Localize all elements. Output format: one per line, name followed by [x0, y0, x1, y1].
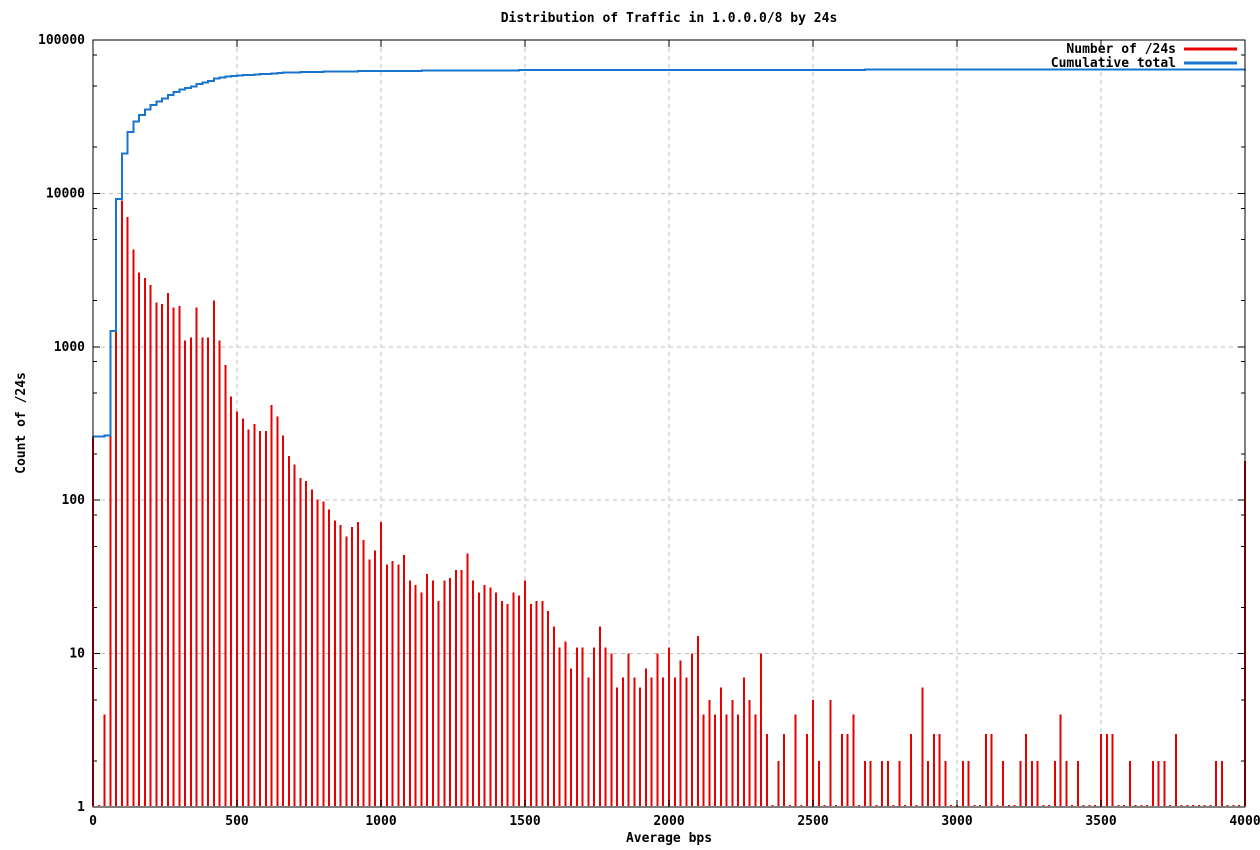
- y-tick-label: 100000: [38, 33, 85, 48]
- y-tick-label: 1: [77, 800, 85, 815]
- x-tick-label: 2000: [653, 814, 684, 829]
- x-tick-label: 3000: [941, 814, 972, 829]
- x-tick-label: 500: [225, 814, 249, 829]
- x-tick-label: 4000: [1229, 814, 1260, 829]
- legend-label: Cumulative total: [1051, 56, 1176, 71]
- y-tick-label: 10: [69, 647, 85, 662]
- x-tick-label: 3500: [1085, 814, 1116, 829]
- x-tick-label: 1000: [365, 814, 396, 829]
- x-tick-label: 2500: [797, 814, 828, 829]
- y-tick-label: 100: [62, 493, 86, 508]
- chart-title: Distribution of Traffic in 1.0.0.0/8 by …: [501, 11, 838, 26]
- axis-ticks: 0 500 1000 1500 2000 2500 3000 3500 4000 1 10 100 10…: [38, 33, 1260, 829]
- x-tick-label: 0: [89, 814, 97, 829]
- x-tick-label: 1500: [509, 814, 540, 829]
- y-tick-label: 1000: [54, 340, 85, 355]
- x-axis-label: Average bps: [626, 831, 712, 846]
- series-number-of-24s-bars: [92, 200, 1246, 806]
- series-cumulative-total-line: [93, 68, 1246, 438]
- y-tick-label: 10000: [46, 186, 85, 201]
- y-axis-label: Count of /24s: [14, 372, 29, 474]
- legend-label: Number of /24s: [1066, 42, 1176, 57]
